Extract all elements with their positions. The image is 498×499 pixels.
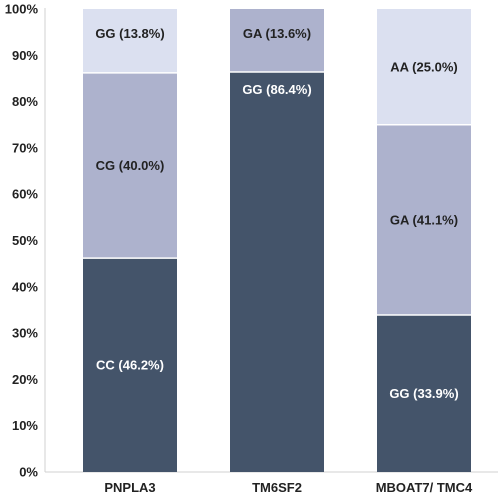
- data-label: GG (33.9%): [389, 386, 458, 401]
- y-tick-label: 10%: [12, 418, 38, 433]
- y-tick-label: 40%: [12, 279, 38, 294]
- y-tick-label: 30%: [12, 326, 38, 341]
- data-label: GA (41.1%): [390, 212, 458, 227]
- x-category-label: MBOAT7/ TMC4: [376, 480, 473, 495]
- y-tick-label: 0%: [19, 465, 38, 480]
- x-category-label: TM6SF2: [252, 480, 302, 495]
- y-tick-label: 20%: [12, 372, 38, 387]
- bar-segment: [83, 72, 177, 259]
- data-label: CG (40.0%): [96, 158, 165, 173]
- bars-group: CC (46.2%) CG (40.0%) GG (13.8%) GG (86.4%)…: [83, 9, 471, 472]
- y-tick-label: 100%: [5, 2, 39, 17]
- y-tick-label: 80%: [12, 94, 38, 109]
- data-label: GA (13.6%): [243, 26, 311, 41]
- bar-segment: [230, 71, 324, 472]
- bar-segment: [377, 124, 471, 316]
- y-tick-label: 60%: [12, 187, 38, 202]
- y-tick-label: 70%: [12, 140, 38, 155]
- x-axis-categories: PNPLA3 TM6SF2 MBOAT7/ TMC4: [104, 480, 473, 495]
- y-tick-label: 90%: [12, 48, 38, 63]
- x-category-label: PNPLA3: [104, 480, 155, 495]
- bar-segment: [377, 9, 471, 125]
- bar-segment: [83, 9, 177, 73]
- y-axis-ticks: 0% 10% 20% 30% 40% 50% 60% 70% 80% 90% 100%: [5, 2, 39, 480]
- bar-segment: [230, 9, 324, 72]
- data-label: CC (46.2%): [96, 358, 164, 373]
- bar-segment: [377, 315, 471, 472]
- data-label: GG (13.8%): [95, 26, 164, 41]
- data-label: GG (86.4%): [242, 82, 311, 97]
- bar-segment: [83, 258, 177, 472]
- y-tick-label: 50%: [12, 233, 38, 248]
- data-label: AA (25.0%): [390, 59, 457, 74]
